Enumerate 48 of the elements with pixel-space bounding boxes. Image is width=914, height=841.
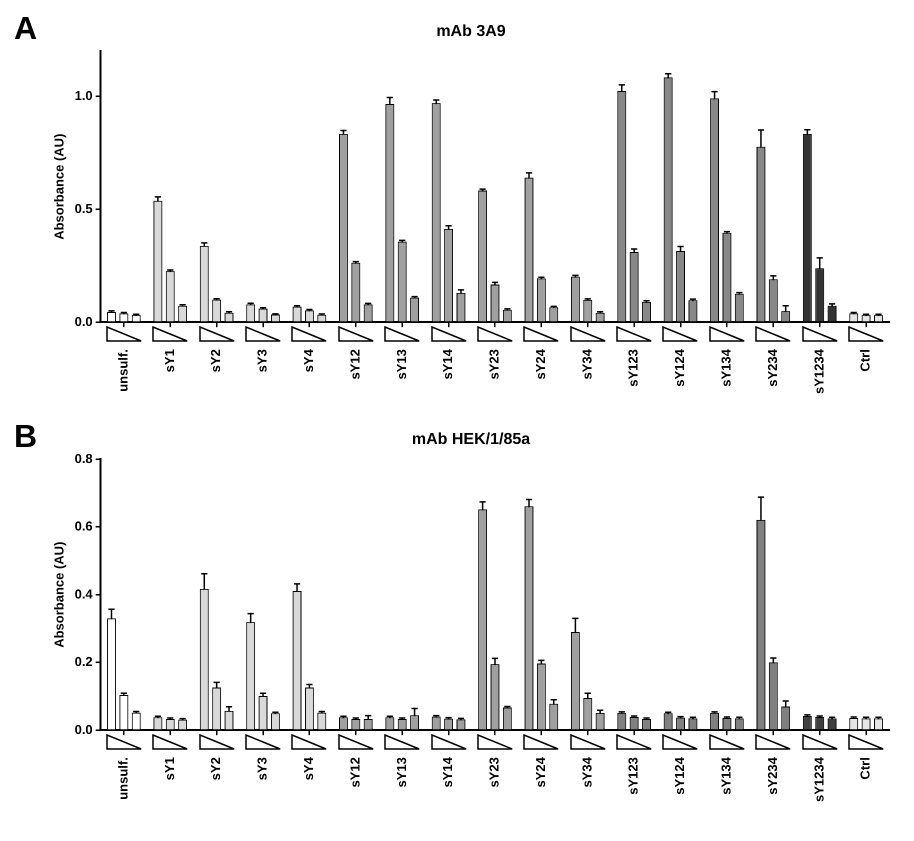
x-tick-label: Ctrl	[858, 757, 873, 780]
x-tick-label: sY24	[532, 756, 548, 788]
y-tick-label: 0.6	[74, 518, 93, 534]
y-tick-label: 0.4	[74, 586, 94, 602]
y-axis-title: Absorbance (AU)	[51, 542, 66, 648]
x-tick-label: sY123	[626, 757, 641, 795]
text: A	[14, 10, 38, 47]
x-tick-label: sY4	[301, 756, 316, 780]
x-tick-label: sY234	[764, 756, 780, 795]
x-tick-label: sY13	[394, 349, 409, 380]
chart-title: mAb HEK/1/85a	[412, 431, 530, 448]
y-tick-label: 0.0	[74, 314, 93, 329]
x-tick-label: sY1234	[811, 756, 826, 802]
x-tick-label: sY124	[672, 348, 688, 387]
y-tick-label: 0.2	[74, 654, 93, 670]
x-tick-label: sY13	[394, 757, 409, 788]
x-tick-label: unsulf.	[115, 757, 130, 800]
x-tick-label: sY14	[440, 348, 456, 380]
x-tick-label: sY23	[486, 757, 502, 788]
chart-title: mAb 3A9	[436, 23, 506, 40]
x-tick-label: sY14	[440, 756, 456, 788]
x-tick-label: Ctrl	[858, 349, 873, 372]
y-tick-label: 0.8	[74, 450, 93, 466]
y-tick-label: 0.5	[74, 200, 93, 216]
y-tick-label: 1.0	[74, 88, 93, 103]
x-tick-label: sY34	[579, 348, 594, 380]
x-tick-label: sY1	[162, 349, 177, 372]
x-tick-label: sY3	[254, 757, 270, 780]
x-tick-label: sY1	[162, 757, 177, 780]
x-tick-label: sY134	[718, 348, 734, 387]
y-tick-label: 0.0	[74, 722, 93, 737]
x-tick-label: sY34	[579, 756, 594, 788]
x-tick-label: sY2	[208, 757, 224, 780]
x-tick-label: sY4	[301, 348, 316, 372]
x-tick-label: sY2	[208, 349, 224, 372]
x-tick-label: sY3	[254, 349, 270, 372]
x-tick-label: sY12	[347, 757, 362, 788]
x-tick-label: sY1234	[811, 348, 826, 394]
x-tick-label: sY12	[347, 349, 362, 380]
x-tick-label: unsulf.	[115, 349, 130, 392]
x-tick-label: sY124	[672, 756, 688, 795]
x-tick-label: sY23	[486, 349, 502, 380]
text: B	[14, 418, 38, 455]
x-tick-label: sY234	[764, 348, 780, 387]
x-tick-label: sY123	[626, 349, 641, 387]
y-axis-title: Absorbance (AU)	[51, 134, 66, 240]
x-tick-label: sY24	[532, 348, 548, 380]
x-tick-label: sY134	[718, 756, 734, 795]
